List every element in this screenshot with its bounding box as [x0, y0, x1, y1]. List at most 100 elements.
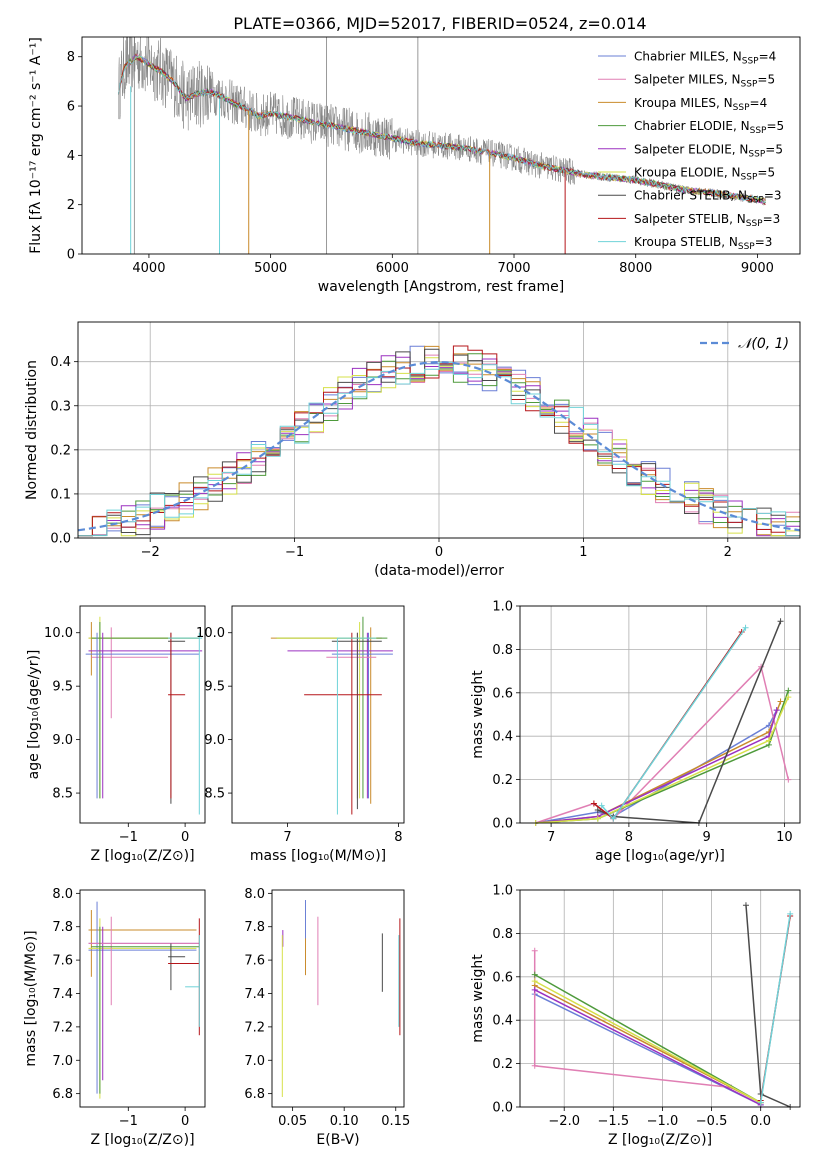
axes-frame	[271, 889, 405, 1108]
legend-name: Kroupa STELIB, N	[634, 235, 738, 249]
y-tick-label: 9.0	[52, 733, 73, 748]
weight-series-line	[535, 690, 790, 824]
legend-entry: Salpeter STELIB, NSSP=3	[634, 212, 780, 229]
x-tick-label: 4000	[132, 261, 165, 276]
y-tick-label: 7.2	[52, 1020, 73, 1035]
legend-entry: 𝒩(0, 1)	[738, 336, 789, 352]
model-spectrum-line	[118, 54, 766, 205]
plot-area	[77, 345, 801, 537]
axes-frame	[79, 889, 206, 1108]
observed-spectrum-line	[118, 36, 767, 205]
legend-suffix: =3	[755, 235, 773, 249]
y-tick-label: 0.8	[492, 643, 513, 658]
weight-point-marker	[594, 815, 601, 822]
weight-point-marker	[531, 1062, 538, 1069]
x-tick-label: 6000	[376, 261, 409, 276]
weight-point-marker	[765, 737, 772, 744]
y-tick-label: 10.0	[44, 626, 73, 641]
y-tick-label: 9.5	[52, 680, 73, 695]
y-tick-label: 0.0	[492, 1101, 513, 1116]
y-axis-label: mass [log₁₀(M/M⊙)]	[23, 930, 39, 1066]
legend-name: Salpeter STELIB, N	[634, 212, 746, 226]
legend-suffix: =3	[764, 189, 782, 203]
x-tick-label: 0	[181, 830, 189, 845]
weight-point-marker	[598, 802, 605, 809]
legend-subscript: SSP	[742, 57, 759, 67]
y-tick-label: 0.0	[50, 532, 71, 547]
weight-point-marker	[531, 978, 538, 985]
y-tick-label: 1.0	[492, 600, 513, 615]
weight-point-marker	[590, 800, 597, 807]
y-tick-label: 7.0	[52, 1054, 73, 1069]
legend-name: Chabrier MILES, N	[634, 50, 742, 64]
x-tick-label: 9	[703, 830, 711, 845]
x-tick-label: −1	[285, 545, 304, 560]
legend-name: Salpeter ELODIE, N	[634, 142, 748, 156]
y-tick-label: 9.5	[204, 680, 225, 695]
y-tick-label: 0	[67, 248, 75, 263]
y-tick-label: 4	[67, 149, 75, 164]
x-tick-label: 0.10	[330, 1114, 359, 1129]
y-axis-label: age [log₁₀(age/yr)]	[26, 650, 42, 780]
legend-name: Salpeter MILES, N	[634, 73, 741, 87]
y-axis-label: Normed distribution	[24, 360, 40, 500]
legend-suffix: =5	[757, 73, 775, 87]
x-tick-label: 10	[776, 830, 793, 845]
weight-point-marker	[610, 815, 617, 822]
x-axis-label: (data-model)/error	[374, 563, 504, 579]
legend-entry: Kroupa ELODIE, NSSP=5	[634, 166, 775, 183]
x-axis-label: Z [log₁₀(Z/Z⊙)]	[608, 1132, 712, 1148]
weight-point-marker	[773, 707, 780, 714]
x-tick-label: 8000	[619, 261, 652, 276]
y-tick-label: 2	[67, 198, 75, 213]
y-tick-label: 0.6	[492, 970, 513, 985]
legend-subscript: SSP	[741, 173, 758, 183]
x-tick-label: 0.05	[278, 1114, 307, 1129]
weight-series-line	[759, 913, 791, 1103]
mass-vs-metallicity-chart: −1 0 6.8 7.0 7.2 7.4 7.6 7.8 8.0 Z [log₁₀(Z/Z⊙)] m…	[23, 887, 206, 1148]
legend-entry: Kroupa STELIB, NSSP=3	[634, 235, 772, 252]
x-axis-label: Z [log₁₀(Z/Z⊙)]	[90, 848, 194, 864]
legend-entry: Salpeter ELODIE, NSSP=5	[634, 142, 783, 159]
normal-distribution-curve	[77, 360, 801, 532]
y-tick-label: 8.0	[52, 887, 73, 902]
y-tick-label: 7.0	[244, 1054, 265, 1069]
legend-entry: Chabrier ELODIE, NSSP=5	[634, 119, 784, 136]
legend-entry: Chabrier STELIB, NSSP=3	[634, 189, 782, 206]
weight-series-line	[597, 620, 782, 824]
y-tick-label: 10.0	[196, 626, 225, 641]
y-tick-label: 8.5	[204, 787, 225, 802]
weight-series-line	[745, 905, 791, 1108]
mass-vs-extinction-chart: 0.05 0.10 0.15 6.8 7.0 7.2 7.4 7.6 7.8 8.0 E(B-V)	[244, 887, 410, 1148]
weight-point-marker	[531, 986, 538, 993]
weight-series-line	[593, 631, 743, 820]
age-vs-mass-chart: 7 8 8.5 9.0 9.5 10.0 mass [log₁₀(M/M⊙)]	[196, 605, 405, 864]
plot-area	[532, 618, 792, 826]
legend-suffix: =3	[763, 212, 781, 226]
y-tick-label: 7.8	[244, 920, 265, 935]
weight-series-line	[534, 980, 762, 1104]
plot-area	[531, 902, 794, 1110]
weight-point-marker	[742, 902, 749, 909]
y-tick-label: 6.8	[52, 1087, 73, 1102]
weight-point-marker	[777, 618, 784, 625]
y-tick-label: 0.2	[492, 1057, 513, 1072]
weight-point-marker	[787, 910, 794, 917]
plot-area	[85, 616, 203, 815]
legend-suffix: =5	[757, 166, 775, 180]
weight-point-marker	[742, 624, 749, 631]
x-tick-label: 7000	[497, 261, 530, 276]
weight-series-line	[534, 973, 762, 1104]
x-tick-label: 0	[435, 545, 443, 560]
y-tick-label: 8	[67, 50, 75, 65]
legend-subscript: SSP	[750, 126, 767, 136]
model-spectrum-line	[118, 55, 766, 204]
legend-suffix: =4	[759, 50, 777, 64]
weight-point-marker	[531, 947, 538, 954]
histogram-step-line	[78, 361, 800, 537]
weight-vs-metallicity-chart: −2.0 −1.5 −1.0 −0.5 0.0 0.0 0.2 0.4 0.6 0.8 1.0 Z […	[470, 884, 801, 1148]
axes-frame	[231, 605, 405, 824]
weight-point-marker	[531, 971, 538, 978]
x-tick-label: 8	[625, 830, 633, 845]
